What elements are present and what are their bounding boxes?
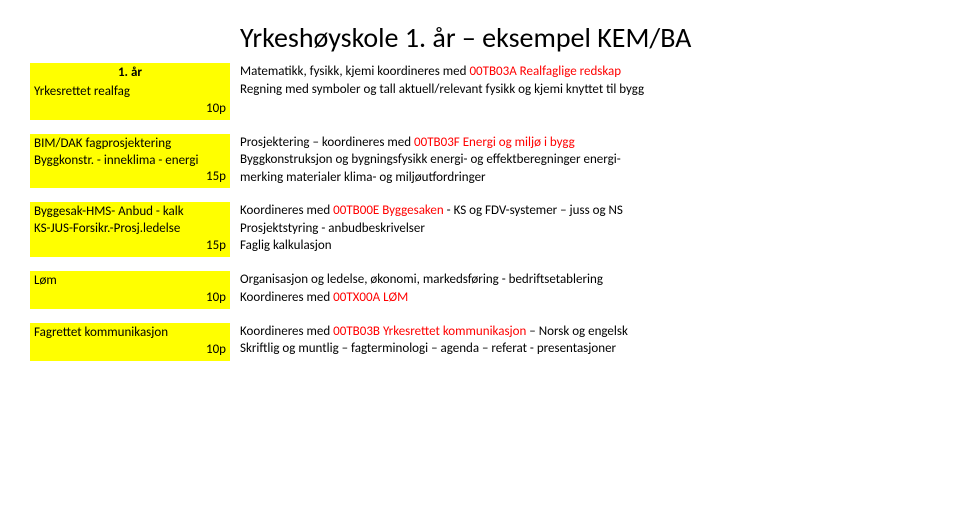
block-2-left-line1: BIM/DAK fagprosjektering	[34, 136, 226, 153]
block-2-left-line2: Byggkonstr. - inneklima - energi	[34, 153, 226, 170]
block-1-pts: 10p	[34, 101, 226, 118]
block-2-right-line1: Prosjektering – koordineres med 00TB03F …	[240, 134, 930, 152]
block-5-right-line2: Skriftlig og muntlig – fagterminologi – …	[240, 340, 930, 358]
block-4-right: Organisasjon og ledelse, økonomi, marked…	[230, 271, 930, 306]
block-3: Byggesak-HMS- Anbud - kalk KS-JUS-Forsik…	[30, 202, 930, 257]
block-2-left: BIM/DAK fagprosjektering Byggkonstr. - i…	[30, 134, 230, 189]
block-3-right-line1: Koordineres med 00TB00E Byggesaken - KS …	[240, 202, 930, 220]
block-4-right-line2: Koordineres med 00TX00A LØM	[240, 289, 930, 307]
block-3-right-line2: Prosjektstyring - anbudbeskrivelser	[240, 220, 930, 238]
block-3-left-line2: KS-JUS-Forsikr.-Prosj.ledelse	[34, 221, 226, 238]
block-4-left: Løm 10p	[30, 271, 230, 309]
block-4: Løm 10p Organisasjon og ledelse, økonomi…	[30, 271, 930, 309]
year-header: 1. år	[34, 65, 226, 82]
block-2-right-line2: Byggkonstruksjon og bygningsfysikk energ…	[240, 151, 930, 169]
block-1-right: Matematikk, fysikk, kjemi koordineres me…	[230, 63, 930, 98]
page-title: Yrkeshøyskole 1. år – eksempel KEM/BA	[30, 20, 930, 55]
block-1-right-line1: Matematikk, fysikk, kjemi koordineres me…	[240, 63, 930, 81]
block-2-right-line3: merking materialer klima- og miljøutford…	[240, 169, 930, 187]
block-5-right: Koordineres med 00TB03B Yrkesrettet komm…	[230, 323, 930, 358]
block-1: 1. år Yrkesrettet realfag 10p Matematikk…	[30, 63, 930, 120]
block-5: Fagrettet kommunikasjon 10p Koordineres …	[30, 323, 930, 361]
block-3-left: Byggesak-HMS- Anbud - kalk KS-JUS-Forsik…	[30, 202, 230, 257]
block-2: BIM/DAK fagprosjektering Byggkonstr. - i…	[30, 134, 930, 189]
block-5-right-line1: Koordineres med 00TB03B Yrkesrettet komm…	[240, 323, 930, 341]
block-5-pts: 10p	[34, 342, 226, 359]
block-2-pts: 15p	[34, 169, 226, 186]
block-5-left-line1: Fagrettet kommunikasjon	[34, 325, 226, 342]
block-5-left: Fagrettet kommunikasjon 10p	[30, 323, 230, 361]
block-4-pts: 10p	[34, 290, 226, 307]
block-1-left-line1: Yrkesrettet realfag	[34, 84, 226, 101]
block-1-right-line2: Regning med symboler og tall aktuell/rel…	[240, 81, 930, 99]
block-4-right-line1: Organisasjon og ledelse, økonomi, marked…	[240, 271, 930, 289]
block-2-right: Prosjektering – koordineres med 00TB03F …	[230, 134, 930, 187]
block-3-pts: 15p	[34, 238, 226, 255]
block-1-left: 1. år Yrkesrettet realfag 10p	[30, 63, 230, 120]
block-3-left-line1: Byggesak-HMS- Anbud - kalk	[34, 204, 226, 221]
block-3-right-line3: Faglig kalkulasjon	[240, 237, 930, 255]
block-4-left-line1: Løm	[34, 273, 226, 290]
block-3-right: Koordineres med 00TB00E Byggesaken - KS …	[230, 202, 930, 255]
